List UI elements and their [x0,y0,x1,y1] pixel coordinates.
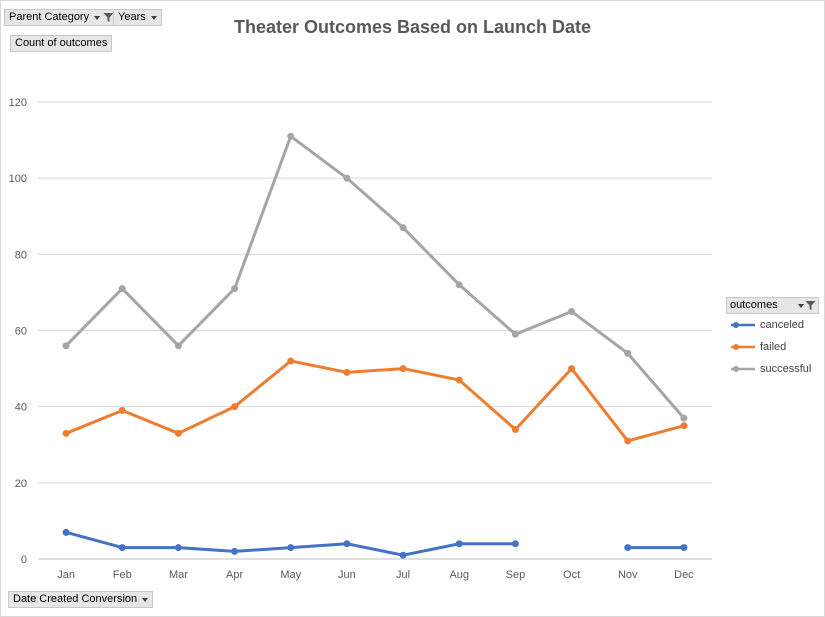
filter-icon [805,301,816,310]
legend-item-failed[interactable]: failed [730,339,786,355]
data-point-successful [455,281,463,289]
y-tick-label: 120 [9,97,27,109]
data-point-canceled [680,544,688,552]
x-tick-label: Mar [169,569,188,581]
data-point-successful [511,330,519,338]
data-point-successful [62,342,70,350]
data-point-failed [399,365,407,373]
data-point-successful [118,285,126,293]
data-point-canceled [343,540,351,548]
data-point-successful [680,414,688,422]
filter-icon [103,13,114,22]
axis-field-button[interactable]: Date Created Conversion [8,591,154,608]
x-tick-label: Jul [396,569,410,581]
chevron-down-icon [798,303,804,308]
x-tick-label: Apr [226,569,243,581]
parent-category-label: Parent Category [9,11,90,23]
chevron-down-icon [94,15,101,20]
legend-item-canceled[interactable]: canceled [730,317,804,333]
y-tick-label: 40 [15,402,27,414]
x-tick-label: May [280,569,301,581]
series-line-successful [64,134,686,420]
legend-marker-icon [731,344,755,350]
years-filter-button[interactable]: Years [113,9,162,26]
x-tick-label: Nov [618,569,638,581]
values-field-button[interactable]: Count of outcomes [10,35,113,52]
y-tick-label: 60 [15,326,27,338]
x-tick-label: Jun [338,569,356,581]
data-point-failed [455,376,463,384]
x-tick-label: Jan [57,569,75,581]
data-point-failed [568,365,576,373]
chart-title: Theater Outcomes Based on Launch Date [233,17,592,37]
data-point-successful [568,307,576,315]
legend-label: failed [760,341,787,353]
data-point-failed [231,403,239,411]
series-line-canceled [64,530,517,557]
legend-title: outcomes [730,299,778,311]
data-point-canceled [174,544,182,552]
x-tick-label: Aug [449,569,469,581]
data-point-successful [624,349,632,357]
data-point-successful [399,224,407,232]
data-point-failed [62,429,70,437]
y-tick-label: 0 [21,554,27,566]
y-tick-label: 80 [15,249,27,261]
data-point-failed [174,429,182,437]
data-point-failed [680,422,688,430]
legend-item-successful[interactable]: successful [730,361,811,377]
data-point-canceled [399,551,407,559]
y-tick-label: 20 [15,478,27,490]
data-point-canceled [118,544,126,552]
legend-marker-icon [731,322,755,328]
legend-filter-button[interactable]: outcomes [726,297,819,314]
x-tick-label: Feb [113,569,132,581]
data-point-failed [287,357,295,365]
series-line-failed [64,359,686,443]
data-point-successful [231,285,239,293]
data-point-successful [287,132,295,140]
data-point-failed [511,426,519,434]
legend-label: successful [760,363,812,375]
data-point-failed [624,437,632,445]
data-point-canceled [62,528,70,536]
data-point-canceled [624,544,632,552]
x-tick-label: Oct [563,569,580,581]
data-point-successful [174,342,182,350]
data-point-canceled [455,540,463,548]
years-label: Years [118,11,146,23]
parent-category-filter-button[interactable]: Parent Category [4,9,120,26]
y-tick-label: 100 [9,173,27,185]
values-field-label: Count of outcomes [15,37,108,49]
legend-marker-icon [731,366,755,372]
chevron-down-icon [142,597,149,602]
data-point-canceled [511,540,519,548]
chevron-down-icon [150,15,157,20]
data-point-failed [118,406,126,414]
data-point-failed [343,368,351,376]
axis-field-label: Date Created Conversion [13,593,138,605]
data-point-successful [343,174,351,182]
legend-label: canceled [760,319,805,331]
data-point-canceled [287,544,295,552]
data-point-canceled [231,547,239,555]
x-tick-label: Dec [674,569,694,581]
x-tick-label: Sep [506,569,526,581]
